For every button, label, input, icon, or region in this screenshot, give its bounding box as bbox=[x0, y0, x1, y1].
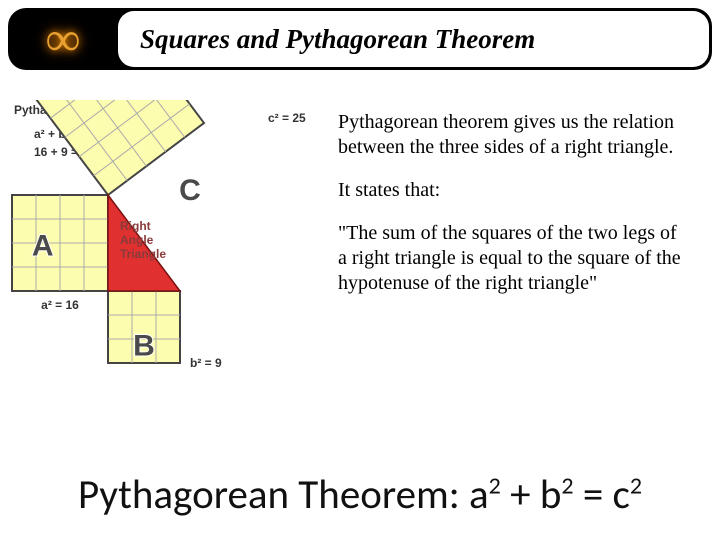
page-title: Squares and Pythagorean Theorem bbox=[118, 11, 709, 67]
svg-text:C: C bbox=[179, 174, 201, 207]
pythagorean-diagram: Pythagorean Theorema² + b² = c²16 + 9 = … bbox=[0, 100, 320, 420]
svg-text:A: A bbox=[32, 230, 54, 263]
paragraph-intro: Pythagorean theorem gives us the relatio… bbox=[338, 110, 690, 160]
op-plus: + bbox=[510, 470, 530, 520]
explanation-text: Pythagorean theorem gives us the relatio… bbox=[320, 100, 720, 420]
content-row: Pythagorean Theorema² + b² = c²16 + 9 = … bbox=[0, 100, 720, 420]
header-bar: ∞ Squares and Pythagorean Theorem bbox=[8, 8, 712, 70]
paragraph-quote: "The sum of the squares of the two legs … bbox=[338, 221, 690, 296]
svg-text:c² = 25: c² = 25 bbox=[268, 111, 306, 125]
svg-text:B: B bbox=[133, 329, 155, 362]
paragraph-states: It states that: bbox=[338, 178, 690, 203]
term-c: c bbox=[613, 470, 630, 520]
exp-c: 2 bbox=[630, 471, 642, 500]
formula-label: Pythagorean Theorem: bbox=[78, 470, 460, 520]
exp-b: 2 bbox=[561, 471, 573, 500]
formula: Pythagorean Theorem: a2 + b2 = c2 bbox=[0, 470, 720, 520]
op-eq: = bbox=[583, 470, 603, 520]
svg-text:Angle: Angle bbox=[120, 233, 154, 247]
svg-text:b² = 9: b² = 9 bbox=[190, 356, 222, 370]
exp-a: 2 bbox=[489, 471, 501, 500]
term-b: b bbox=[540, 470, 562, 520]
infinity-icon: ∞ bbox=[8, 8, 118, 70]
svg-text:Triangle: Triangle bbox=[120, 247, 166, 261]
svg-text:a² = 16: a² = 16 bbox=[41, 298, 79, 312]
svg-text:Right: Right bbox=[120, 219, 151, 233]
term-a: a bbox=[469, 470, 489, 520]
